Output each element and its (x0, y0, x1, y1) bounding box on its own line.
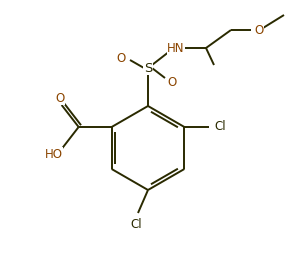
Text: Cl: Cl (130, 218, 142, 231)
Text: O: O (55, 91, 64, 104)
Text: Cl: Cl (215, 120, 226, 134)
Text: HN: HN (167, 41, 185, 55)
Text: O: O (254, 24, 264, 37)
Text: O: O (167, 75, 177, 88)
Text: O: O (116, 52, 126, 65)
Text: HO: HO (45, 148, 63, 161)
Text: S: S (144, 61, 152, 74)
